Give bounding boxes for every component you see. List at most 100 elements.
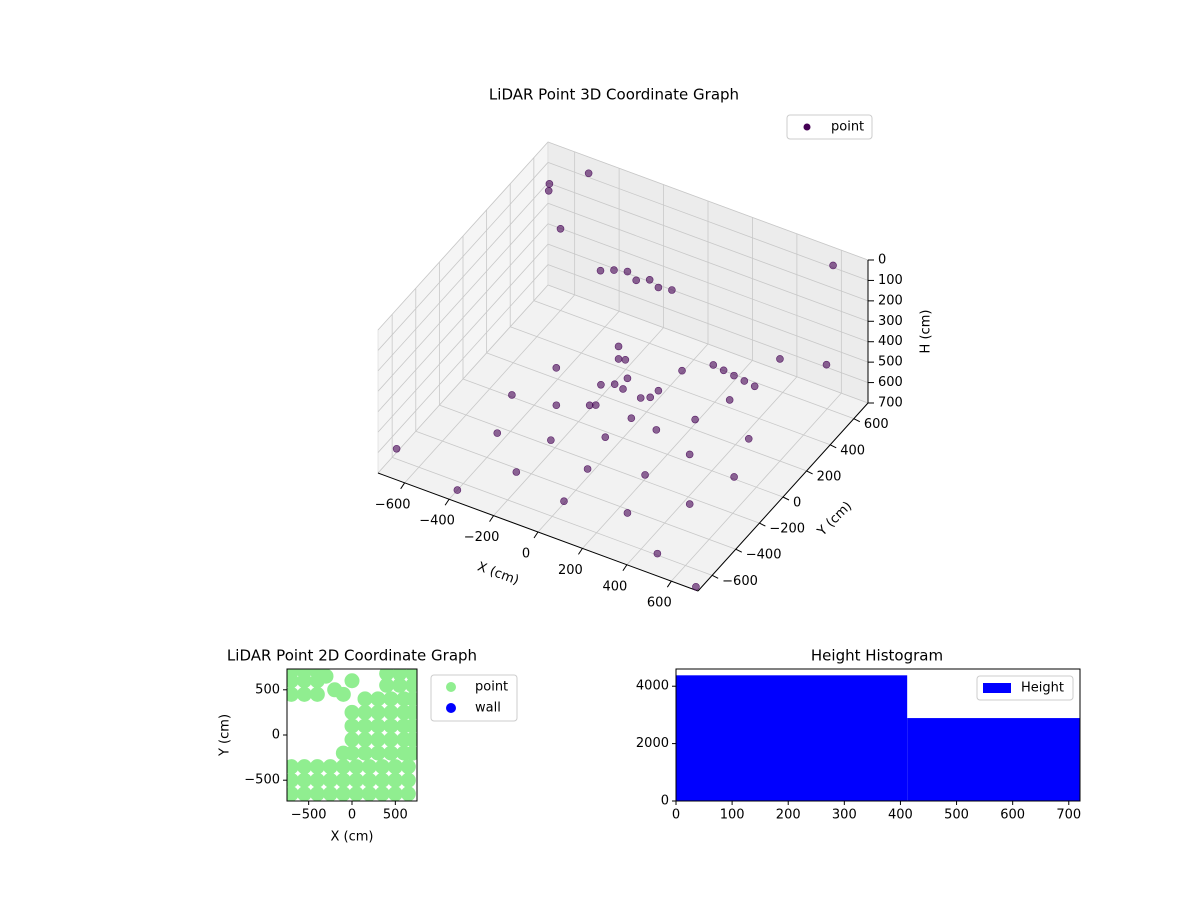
y-tick-label: 0: [272, 728, 280, 743]
point: [552, 364, 561, 372]
z-tick-label: 100: [878, 273, 903, 288]
y-axis-label: Y (cm): [814, 499, 855, 540]
point: [296, 759, 312, 775]
y-tick-label: −600: [722, 574, 758, 589]
point: [344, 673, 360, 689]
point: [348, 759, 364, 775]
point: [335, 786, 351, 801]
x-tick-mark: [489, 515, 494, 522]
grid-line: [377, 203, 549, 392]
grid-line: [377, 223, 549, 412]
point: [370, 718, 386, 734]
grid-line: [415, 430, 736, 550]
point: [296, 772, 312, 788]
point: [645, 275, 654, 284]
point: [556, 224, 565, 233]
point: [654, 283, 663, 292]
y-tick-label: 4000: [636, 679, 669, 694]
point: [405, 677, 417, 693]
point: [744, 435, 753, 443]
grid-line: [377, 264, 549, 453]
point: [344, 718, 360, 734]
point: [601, 433, 610, 441]
point: [610, 380, 619, 389]
point: [335, 745, 351, 761]
x-tick-label: 600: [1000, 808, 1025, 823]
y-tick-label: −500: [244, 773, 280, 788]
grid-line: [547, 141, 869, 261]
point: [405, 691, 417, 707]
point: [829, 261, 837, 270]
point: [493, 429, 502, 437]
y-tick-mark: [829, 444, 837, 449]
point: [730, 371, 738, 380]
legend-marker: [803, 123, 811, 131]
x-tick-label: 700: [1056, 808, 1081, 823]
legend-label: point: [475, 680, 508, 695]
y-tick-label: 2000: [636, 736, 669, 751]
point: [552, 401, 561, 410]
legend-label: Height: [1021, 681, 1064, 696]
z-tick-label: 700: [878, 396, 903, 411]
point: [512, 468, 521, 476]
point: [296, 786, 312, 801]
point: [287, 686, 299, 702]
point: [287, 786, 299, 801]
point: [383, 745, 399, 761]
grid-line: [377, 141, 549, 331]
x-tick-label: 100: [720, 808, 745, 823]
point: [357, 732, 373, 748]
point: [405, 745, 417, 761]
point: [361, 772, 377, 788]
point: [508, 391, 516, 399]
chart-title: LiDAR Point 3D Coordinate Graph: [489, 86, 739, 104]
point: [405, 718, 417, 734]
y-tick-label: 400: [840, 443, 865, 458]
point: [383, 732, 399, 748]
point: [641, 471, 649, 479]
legend-swatch: [983, 683, 1011, 693]
point: [627, 414, 636, 423]
x-tick-mark: [400, 482, 406, 490]
point: [344, 732, 360, 748]
x-tick-mark: [578, 548, 583, 555]
point: [322, 786, 338, 801]
y-tick-mark: [806, 470, 813, 475]
point: [583, 465, 592, 473]
point: [379, 669, 395, 682]
point: [610, 266, 618, 274]
point: [614, 355, 623, 363]
x-tick-mark: [666, 580, 672, 588]
point: [357, 691, 373, 707]
y-tick-mark: [735, 548, 743, 553]
point: [287, 759, 299, 775]
point: [383, 718, 399, 734]
x-tick-label: 400: [888, 808, 913, 823]
grid-line: [377, 284, 549, 474]
x-axis-line: [377, 472, 699, 592]
point: [387, 772, 403, 788]
point: [560, 497, 568, 506]
grid-line: [547, 284, 869, 404]
point: [719, 366, 728, 375]
grid-line: [547, 202, 869, 322]
point: [392, 444, 401, 453]
point: [361, 786, 377, 801]
axes-frame: [675, 668, 1081, 802]
point: [322, 772, 338, 788]
point: [374, 759, 390, 775]
grid-line: [462, 378, 784, 498]
point: [678, 366, 686, 375]
point: [653, 549, 662, 558]
point: [544, 186, 553, 195]
point: [309, 759, 325, 775]
point: [383, 704, 399, 720]
point: [296, 686, 312, 702]
bar: [676, 675, 908, 801]
point: [776, 355, 784, 363]
point: [730, 473, 738, 481]
z-tick-label: 200: [878, 293, 903, 308]
x-tick-label: 0: [522, 547, 530, 562]
point: [725, 396, 734, 404]
point: [405, 732, 417, 748]
